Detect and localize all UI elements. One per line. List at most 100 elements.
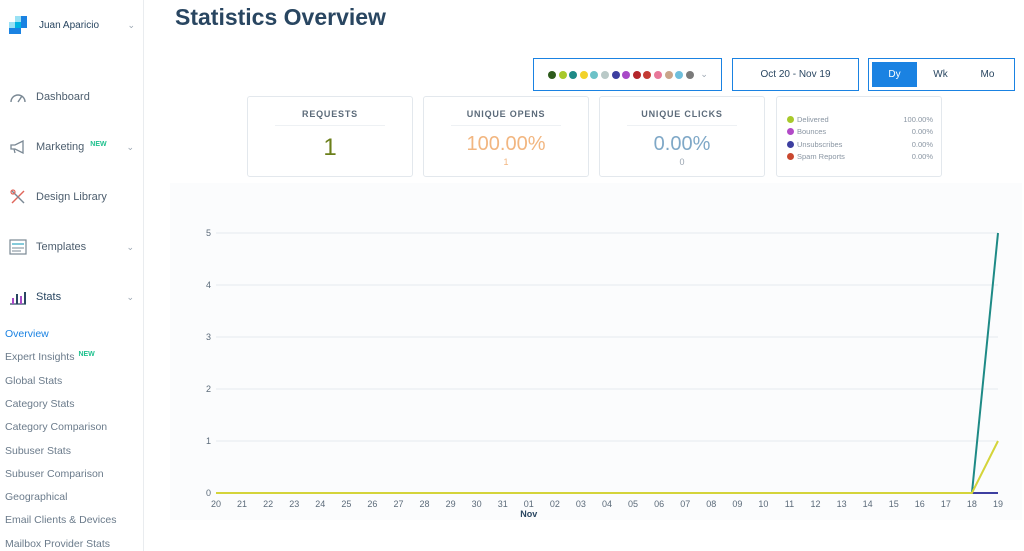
chevron-down-icon[interactable]: ⌄ bbox=[126, 141, 134, 152]
sidebar-item-design-library[interactable]: Design Library bbox=[8, 186, 140, 208]
stats-menu-item[interactable]: Overview bbox=[5, 328, 49, 340]
dashboard-gauge-icon bbox=[8, 88, 28, 106]
card-value: 1 bbox=[323, 134, 337, 161]
y-tick-label: 4 bbox=[206, 280, 211, 290]
x-tick-label: 30 bbox=[472, 499, 482, 509]
sidebar-item-templates[interactable]: Templates ⌄ bbox=[8, 236, 140, 258]
sidebar-item-dashboard[interactable]: Dashboard bbox=[8, 86, 140, 108]
chevron-down-icon[interactable]: ⌄ bbox=[126, 291, 134, 302]
sidebar-item-stats[interactable]: Stats ⌄ bbox=[8, 286, 140, 308]
color-swatch bbox=[569, 70, 578, 79]
y-tick-label: 1 bbox=[206, 436, 211, 446]
card-value: 0.00% bbox=[653, 133, 711, 155]
series-line bbox=[216, 232, 999, 494]
granularity-option[interactable]: Wk bbox=[933, 69, 948, 80]
stats-menu-label: Global Stats bbox=[5, 374, 63, 387]
y-tick-label: 3 bbox=[206, 332, 211, 342]
chart-area bbox=[170, 183, 1022, 520]
color-swatch bbox=[685, 70, 694, 79]
x-tick-label: 22 bbox=[263, 499, 273, 509]
page-title: Statistics Overview bbox=[175, 4, 386, 30]
color-swatch bbox=[653, 70, 662, 79]
legend-row: Bounces 0.00% bbox=[787, 126, 933, 139]
color-swatch bbox=[632, 70, 641, 79]
sidebar-item-label: Design Library bbox=[36, 191, 107, 203]
x-tick-label: 10 bbox=[758, 499, 768, 509]
stats-menu-label: Email Clients & Devices bbox=[5, 514, 117, 527]
granularity-option[interactable]: Dy bbox=[872, 62, 917, 87]
stats-menu-item[interactable]: Subuser Stats bbox=[5, 445, 71, 457]
account-switcher[interactable]: Juan Aparicio ⌄ bbox=[9, 14, 135, 36]
x-tick-label: 21 bbox=[237, 499, 247, 509]
card-title: REQUESTS bbox=[302, 109, 358, 119]
x-tick-label: 23 bbox=[289, 499, 299, 509]
legend-label: Unsubscribes bbox=[797, 139, 843, 149]
x-tick-label: 04 bbox=[602, 499, 612, 509]
stats-menu-item[interactable]: Category Stats bbox=[5, 398, 74, 410]
x-tick-label: 15 bbox=[889, 499, 899, 509]
y-tick-label: 0 bbox=[206, 488, 211, 498]
legend-row: Delivered 100.00% bbox=[787, 113, 933, 126]
chevron-down-icon[interactable]: ⌄ bbox=[126, 241, 134, 252]
x-tick-label: 13 bbox=[837, 499, 847, 509]
card-subvalue: 1 bbox=[503, 157, 509, 167]
y-tick-label: 2 bbox=[206, 384, 211, 394]
sidebar: Juan Aparicio ⌄ Dashboard Marketing NEW … bbox=[0, 0, 144, 551]
new-badge: NEW bbox=[78, 351, 95, 359]
x-tick-label: 09 bbox=[732, 499, 742, 509]
color-swatch bbox=[600, 70, 609, 79]
color-swatch bbox=[622, 70, 631, 79]
x-tick-label: 01 bbox=[524, 499, 534, 509]
stats-menu-item[interactable]: Subuser Comparison bbox=[5, 468, 104, 480]
new-badge: NEW bbox=[90, 140, 107, 148]
chevron-down-icon: ⌄ bbox=[700, 69, 708, 79]
stats-menu-label: Expert Insights bbox=[5, 351, 75, 364]
x-tick-label: 06 bbox=[654, 499, 664, 509]
x-tick-label: 25 bbox=[341, 499, 351, 509]
x-tick-label: 17 bbox=[941, 499, 951, 509]
user-name: Juan Aparicio bbox=[39, 19, 100, 31]
chevron-down-icon[interactable]: ⌄ bbox=[127, 19, 135, 30]
stats-menu-label: Mailbox Provider Stats bbox=[5, 537, 111, 550]
x-tick-label: 19 bbox=[993, 499, 1003, 509]
x-tick-label: 14 bbox=[863, 499, 873, 509]
color-swatch bbox=[643, 70, 652, 79]
stats-menu-label: Category Comparison bbox=[5, 421, 108, 434]
color-swatch bbox=[590, 70, 599, 79]
divider bbox=[275, 125, 385, 126]
unique-opens-card: UNIQUE OPENS 100.00% 1 bbox=[423, 96, 589, 177]
granularity-option[interactable]: Mo bbox=[980, 69, 995, 80]
series-color-dropdown[interactable]: ⌄ bbox=[533, 58, 722, 91]
x-tick-label: 31 bbox=[498, 499, 508, 509]
sidebar-item-marketing[interactable]: Marketing NEW ⌄ bbox=[8, 136, 140, 158]
x-tick-label: 02 bbox=[550, 499, 560, 509]
x-tick-label: 12 bbox=[811, 499, 821, 509]
x-tick-label: 26 bbox=[367, 499, 377, 509]
x-tick-label: 28 bbox=[420, 499, 430, 509]
x-tick-label: 24 bbox=[315, 499, 325, 509]
stats-menu-item[interactable]: Email Clients & Devices bbox=[5, 514, 116, 526]
megaphone-icon bbox=[8, 138, 28, 156]
design-tools-icon bbox=[8, 188, 28, 206]
stats-menu-label: Subuser Comparison bbox=[5, 467, 104, 480]
date-range-picker[interactable]: Oct 20 - Nov 19 bbox=[732, 58, 859, 91]
stats-menu-item[interactable]: Category Comparison bbox=[5, 421, 107, 433]
x-tick-label: 20 bbox=[211, 499, 221, 509]
color-swatch bbox=[558, 70, 567, 79]
templates-icon bbox=[8, 238, 28, 256]
y-tick-label: 5 bbox=[206, 228, 211, 238]
legend-value: 0.00% bbox=[911, 139, 933, 149]
stats-menu-item[interactable]: Expert Insights NEW bbox=[5, 351, 95, 363]
legend-dot bbox=[787, 115, 794, 123]
stats-menu-item[interactable]: Mailbox Provider Stats bbox=[5, 538, 110, 550]
stats-menu-item[interactable]: Geographical bbox=[5, 491, 67, 503]
divider bbox=[451, 125, 561, 126]
legend-row: Unsubscribes 0.00% bbox=[787, 138, 933, 151]
stats-menu-label: Subuser Stats bbox=[5, 444, 71, 457]
legend-value: 100.00% bbox=[903, 114, 933, 124]
x-tick-label: 07 bbox=[680, 499, 690, 509]
stats-menu-item[interactable]: Global Stats bbox=[5, 375, 62, 387]
x-month-label: Nov bbox=[520, 509, 537, 519]
color-swatch bbox=[579, 70, 588, 79]
card-value: 100.00% bbox=[466, 133, 546, 155]
